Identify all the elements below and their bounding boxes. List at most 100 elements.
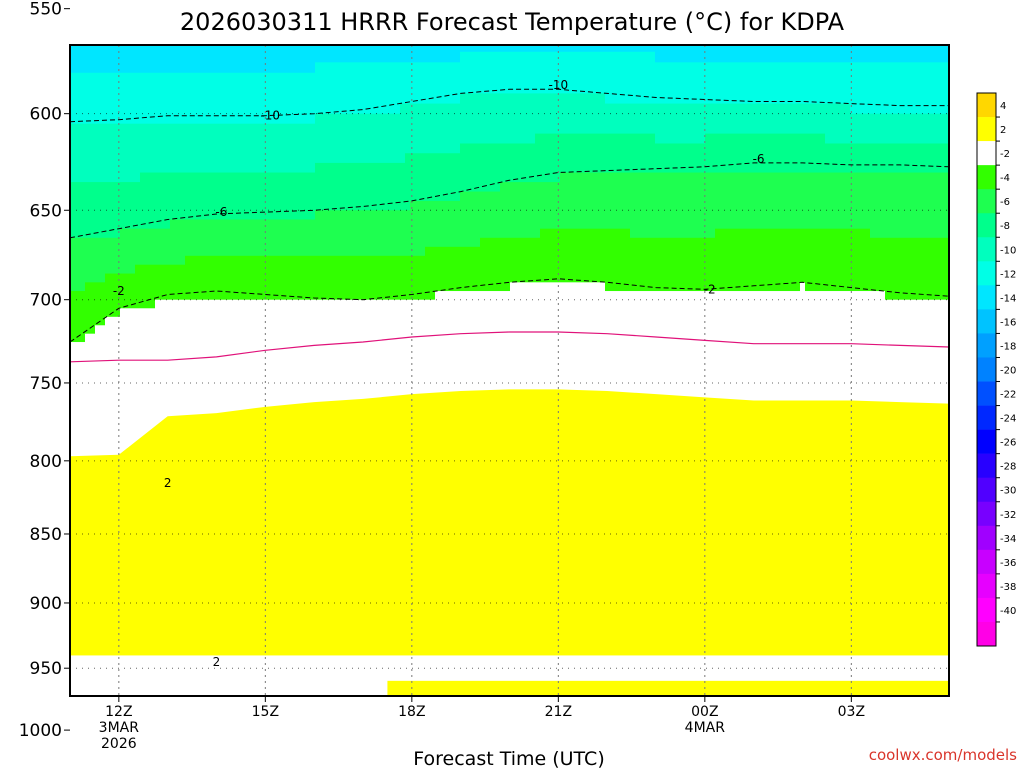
band-cell: [230, 210, 236, 220]
band-cell: [190, 300, 196, 309]
band-cell: [210, 300, 216, 309]
band-cell: [130, 308, 136, 317]
band-cell: [235, 238, 241, 248]
band-cell: [75, 30, 81, 41]
band-cell: [135, 114, 141, 125]
band-cell: [255, 210, 261, 220]
band-cell: [235, 153, 241, 163]
band-cell: [260, 274, 266, 283]
band-cell: [260, 308, 266, 317]
band-cell: [135, 93, 141, 104]
band-cell: [155, 291, 161, 300]
band-cell: [155, 256, 161, 266]
band-cell: [120, 325, 126, 334]
band-cell: [105, 134, 111, 144]
band-cell: [80, 153, 86, 163]
band-cell: [85, 143, 91, 153]
band-cell: [150, 173, 156, 183]
band-cell: [130, 153, 136, 163]
band-cell: [270, 201, 276, 211]
band-cell: [225, 308, 231, 317]
band-cell: [205, 317, 211, 326]
band-cell: [150, 9, 156, 21]
band-cell: [110, 73, 116, 84]
band-cell: [200, 124, 206, 135]
band-cell: [130, 274, 136, 283]
band-cell: [165, 342, 171, 351]
band-cell: [220, 342, 226, 351]
band-cell: [180, 52, 186, 63]
band-cell: [120, 210, 126, 220]
band-cell: [170, 62, 176, 73]
band-cell: [210, 265, 216, 274]
band-cell: [260, 334, 266, 343]
band-cell: [75, 274, 81, 283]
band-cell: [230, 308, 236, 317]
band-cell: [135, 220, 141, 230]
band-cell: [85, 41, 91, 52]
band-cell: [190, 134, 196, 144]
band-cell: [275, 308, 281, 317]
band-cell: [250, 274, 256, 283]
band-cell: [125, 124, 131, 135]
band-cell: [90, 52, 96, 63]
band-cell: [120, 229, 126, 239]
band-cell: [100, 124, 106, 135]
band-cell: [140, 41, 146, 52]
band-cell: [150, 73, 156, 84]
band-cell: [265, 265, 271, 274]
band-cell: [105, 20, 111, 31]
band-cell: [145, 143, 151, 153]
band-cell: [170, 317, 176, 326]
band-cell: [85, 342, 91, 351]
band-cell: [140, 210, 146, 220]
band-cell: [220, 41, 226, 52]
band-cell: [120, 256, 126, 266]
band-cell: [110, 182, 116, 192]
band-cell: [90, 334, 96, 343]
band-cell: [160, 192, 166, 202]
band-cell: [265, 325, 271, 334]
band-cell: [130, 73, 136, 84]
band-cell: [205, 325, 211, 334]
band-cell: [255, 134, 261, 144]
band-cell: [180, 308, 186, 317]
band-cell: [150, 30, 156, 41]
band-cell: [245, 274, 251, 283]
band-cell: [155, 182, 161, 192]
band-cell: [105, 73, 111, 84]
band-cell: [260, 143, 266, 153]
band-cell: [270, 62, 276, 73]
band-cell: [155, 229, 161, 239]
band-cell: [130, 163, 136, 173]
band-cell: [210, 73, 216, 84]
band-cell: [170, 41, 176, 52]
band-cell: [210, 308, 216, 317]
band-cell: [200, 325, 206, 334]
band-cell: [270, 274, 276, 283]
band-cell: [245, 265, 251, 274]
band-cell: [195, 210, 201, 220]
band-cell: [205, 229, 211, 239]
band-cell: [205, 163, 211, 173]
band-cell: [140, 163, 146, 173]
band-cell: [250, 134, 256, 144]
band-cell: [75, 0, 81, 9]
band-cell: [220, 104, 226, 115]
band-cell: [75, 201, 81, 211]
band-cell: [190, 342, 196, 351]
band-cell: [215, 104, 221, 115]
band-cell: [90, 182, 96, 192]
band-cell: [215, 41, 221, 52]
band-cell: [145, 163, 151, 173]
band-cell: [130, 342, 136, 351]
band-cell: [205, 73, 211, 84]
band-cell: [280, 143, 286, 153]
band-cell: [80, 20, 86, 31]
band-cell: [135, 342, 141, 351]
band-cell: [185, 201, 191, 211]
band-cell: [105, 256, 111, 266]
band-cell: [210, 182, 216, 192]
band-cell: [95, 325, 101, 334]
